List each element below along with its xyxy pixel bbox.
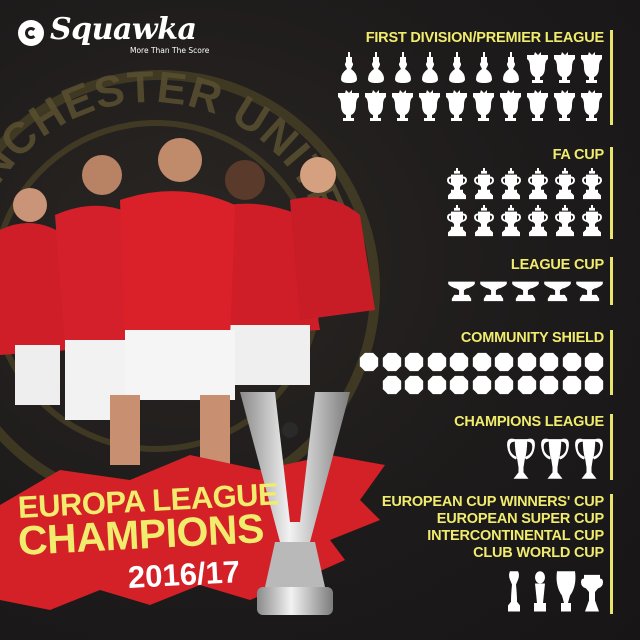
fa-cup-trophy-icon [447,205,467,237]
champions-league-trophy-icon [575,438,603,479]
headline-line2: CHAMPIONS [16,505,265,564]
community-shield-icon [382,375,401,395]
community-shield-icon [404,352,424,372]
premier-league-trophy-icon [419,90,440,121]
headline-season: 2016/17 [127,554,241,595]
premier-league-trophy-icon [365,90,386,121]
premier-league-trophy-icon [581,90,602,121]
community-shield-icon [494,352,514,372]
premier-league-trophy-icon [581,52,602,83]
league-cup-trophy-icon [448,281,475,302]
community-shield-icon [494,375,514,395]
league-cup-trophy-icon [480,281,507,302]
section-title: CHAMPIONS LEAGUE [454,414,604,430]
club-world-cup-trophy-icon [508,571,520,612]
premier-league-trophy-icon [473,90,494,121]
section-title: FA CUP [552,147,605,163]
community-shield-icon [539,352,559,372]
cup-winners-cup-trophy-icon [581,574,603,612]
first-division-trophy-icon [503,52,519,83]
premier-league-trophy-icon [554,52,575,83]
fa-cup-trophy-icon [582,205,602,237]
community-shield-icon [449,375,469,395]
first-division-trophy-icon [368,52,384,83]
community-shield-icon [584,352,604,372]
champions-league-trophy-icon [507,438,535,479]
premier-league-trophy-icon [446,90,467,121]
section-title: EUROPEAN SUPER CUP [436,511,604,527]
trophy-icons [445,168,604,239]
premier-league-trophy-icon [554,90,575,121]
premier-league-trophy-icon [500,90,521,121]
community-shield-icon [404,375,424,395]
community-shield-icon [359,352,379,372]
community-shield-icon [562,352,581,372]
section-league-cup: LEAGUE CUP [434,257,613,305]
community-shield-icon [517,352,536,372]
premier-league-trophy-icon [392,90,413,121]
section-other-trophies: EUROPEAN CUP WINNERS' CUP EUROPEAN SUPER… [354,494,613,614]
community-shield-icon [427,352,446,372]
league-cup-trophy-icon [512,281,539,302]
community-shield-icon [472,375,491,395]
league-cup-trophy-icon [544,281,571,302]
squawka-logo-icon [18,20,44,46]
section-title: COMMUNITY SHIELD [460,330,604,346]
community-shield-icon [562,375,581,395]
trophy-icons [359,352,604,395]
first-division-trophy-icon [341,52,357,83]
europa-league-trophy-icon [240,392,350,615]
fa-cup-trophy-icon [528,205,548,237]
first-division-trophy-icon [422,52,438,83]
player-fourth [210,160,320,385]
trophy-icons [337,51,604,125]
intercontinental-cup-trophy-icon [534,571,546,612]
section-community-shield: COMMUNITY SHIELD [358,330,613,395]
premier-league-trophy-icon [527,52,548,83]
headline: EUROPA LEAGUE CHAMPIONS 2016/17 [16,476,279,595]
community-shield-icon [584,375,604,395]
section-fa-cup: FA CUP [434,147,613,239]
logo-wordmark: Squawka [50,12,197,47]
player-center [110,138,235,465]
super-cup-trophy-icon [556,571,576,612]
fa-cup-trophy-icon [474,168,494,200]
section-title: LEAGUE CUP [510,257,604,273]
first-division-trophy-icon [476,52,492,83]
community-shield-icon [427,375,446,395]
fa-cup-trophy-icon [582,168,602,200]
premier-league-trophy-icon [527,90,548,121]
fa-cup-trophy-icon [528,168,548,200]
fa-cup-trophy-icon [555,205,575,237]
section-first-division-premier-league: FIRST DIVISION/PREMIER LEAGUE [334,30,613,125]
first-division-trophy-icon [449,52,465,83]
section-champions-league: CHAMPIONS LEAGUE [434,414,613,480]
trophy-icons [434,434,604,480]
section-title: FIRST DIVISION/PREMIER LEAGUE [365,30,605,46]
fa-cup-trophy-icon [555,168,575,200]
community-shield-icon [517,375,536,395]
first-division-trophy-icon [395,52,411,83]
fa-cup-trophy-icon [474,205,494,237]
trophy-icons [434,277,604,305]
section-title: CLUB WORLD CUP [473,545,604,561]
fa-cup-trophy-icon [501,205,521,237]
section-title: INTERCONTINENTAL CUP [427,528,604,544]
section-title: EUROPEAN CUP WINNERS' CUP [381,494,604,510]
player-fifth [290,157,375,320]
league-cup-trophy-icon [576,281,603,302]
fa-cup-trophy-icon [501,168,521,200]
fa-cup-trophy-icon [447,168,467,200]
champions-league-trophy-icon [541,438,569,479]
logo-tagline: More Than The Score [130,46,210,55]
premier-league-trophy-icon [338,90,359,121]
trophy-icons [354,570,604,614]
player-left [0,188,70,405]
community-shield-icon [472,352,491,372]
community-shield-icon [449,352,469,372]
community-shield-icon [539,375,559,395]
community-shield-icon [382,352,401,372]
